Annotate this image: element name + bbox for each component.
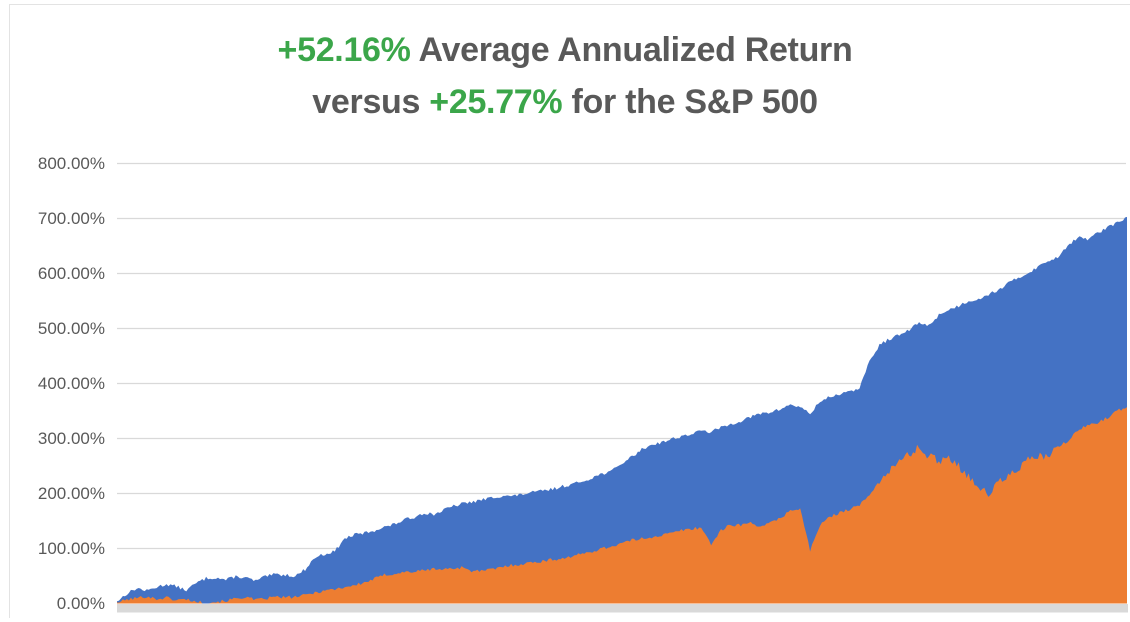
y-axis-tick-label: 300.00% xyxy=(37,428,105,448)
title-line-1: +52.16% Average Annualized Return xyxy=(0,24,1130,76)
x-axis-baseline xyxy=(117,604,1128,613)
sp500-return-value: +25.77% xyxy=(429,83,563,121)
y-axis-tick-label: 100.00% xyxy=(37,538,105,558)
y-axis-tick-label: 400.00% xyxy=(37,373,105,393)
y-axis-tick-label: 700.00% xyxy=(37,208,105,228)
y-axis-tick-label: 0.00% xyxy=(56,593,105,613)
y-axis-tick-label: 500.00% xyxy=(37,318,105,338)
title-line2-rest: for the S&P 500 xyxy=(562,83,819,121)
sp500-area-series xyxy=(117,407,1127,604)
chart-border-top xyxy=(9,4,1130,5)
title-line1-rest: Average Annualized Return xyxy=(410,31,853,69)
fund-return-value: +52.16% xyxy=(277,31,411,69)
y-axis-tick-label: 200.00% xyxy=(37,483,105,503)
title-versus-text: versus xyxy=(312,83,430,121)
chart-border-left xyxy=(9,4,10,618)
y-axis-tick-label: 600.00% xyxy=(37,263,105,283)
chart-title: +52.16% Average Annualized Return versus… xyxy=(0,24,1130,128)
y-axis-tick-label: 800.00% xyxy=(37,153,105,173)
title-line-2: versus +25.77% for the S&P 500 xyxy=(0,76,1130,128)
